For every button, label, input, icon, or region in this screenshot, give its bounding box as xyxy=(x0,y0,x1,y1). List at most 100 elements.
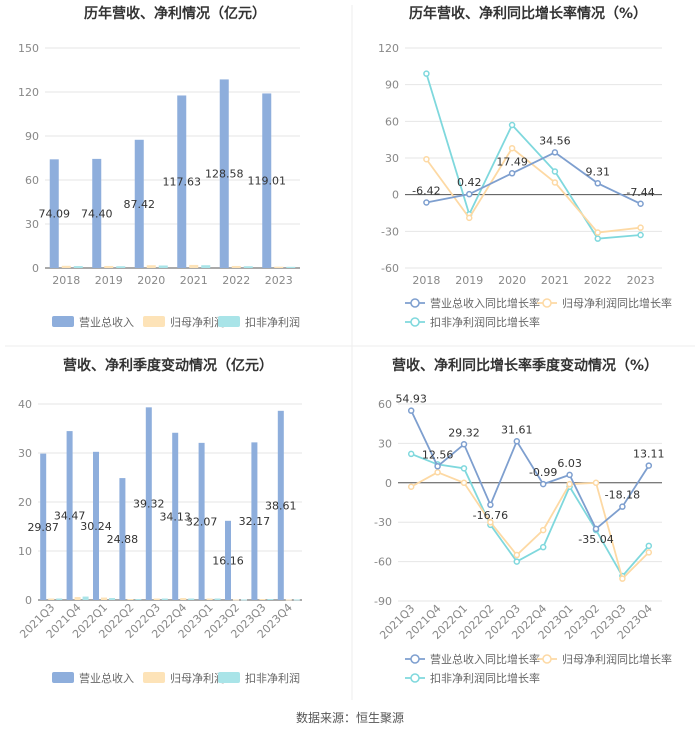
data-point xyxy=(460,479,468,487)
bar-value-label: 74.40 xyxy=(81,207,113,220)
y-tick-label: -30 xyxy=(381,225,399,238)
data-point xyxy=(637,231,644,239)
legend-label: 扣非净利润同比增长率 xyxy=(430,315,540,329)
data-point xyxy=(407,450,415,458)
bar-deducted-profit xyxy=(116,266,126,268)
bar-revenue xyxy=(93,451,99,600)
data-point xyxy=(594,229,601,236)
bar-revenue xyxy=(225,520,231,600)
chart-c1: 历年营收、净利情况（亿元） 150 120 90 60 30 0 2018 2019 2020 20… xyxy=(18,5,300,329)
line-value-label: -18.18 xyxy=(605,489,640,502)
bar-deducted-profit xyxy=(73,266,83,268)
data-point xyxy=(645,542,653,550)
x-tick-label: 2019 xyxy=(95,274,123,287)
x-tick-label: 2021 xyxy=(180,274,208,287)
bar-revenue xyxy=(251,442,258,600)
x-tick-label: 2021 xyxy=(541,274,569,287)
data-point xyxy=(551,149,559,156)
line-value-label: 17.49 xyxy=(496,155,528,168)
data-point xyxy=(539,543,547,551)
line-value-label: 54.93 xyxy=(395,393,427,406)
chart-title: 营收、净利同比增长率季度变动情况（%） xyxy=(392,357,658,374)
legend-swatch xyxy=(218,672,240,683)
data-point xyxy=(434,469,441,476)
line-value-label: -16.76 xyxy=(473,509,508,522)
series-line xyxy=(410,410,650,531)
series-line xyxy=(426,151,641,205)
data-point xyxy=(508,170,516,177)
legend-label: 归母净利润同比增长率 xyxy=(562,652,672,666)
line-value-label: -35.04 xyxy=(578,533,613,546)
x-tick-label: 2023 xyxy=(627,274,655,287)
bar-net-profit xyxy=(189,264,199,268)
data-point xyxy=(434,463,441,470)
bar-net-profit xyxy=(153,598,160,600)
bar-deducted-profit xyxy=(188,598,195,600)
data-point xyxy=(513,551,521,559)
data-point xyxy=(407,407,415,414)
bar-revenue xyxy=(40,453,47,600)
data-point xyxy=(592,525,600,533)
chart-c3: 营收、净利季度变动情况（亿元）4030201002021Q32021Q42022… xyxy=(17,357,302,685)
bar-deducted-profit xyxy=(201,265,211,268)
bar-net-profit xyxy=(231,265,241,268)
bar-revenue xyxy=(145,407,152,600)
line-value-label: 34.56 xyxy=(539,134,571,147)
data-point xyxy=(551,179,559,186)
data-point xyxy=(645,549,653,556)
bar-value-label: 34.13 xyxy=(159,510,191,523)
legend-label: 归母净利润同比增长率 xyxy=(562,296,672,310)
line-value-label: -6.42 xyxy=(412,185,440,198)
data-point xyxy=(637,200,644,208)
legend-marker xyxy=(410,298,420,308)
bar-value-label: 117.63 xyxy=(163,176,202,189)
bar-deducted-profit xyxy=(243,266,253,268)
series-line xyxy=(425,146,641,234)
bar-net-profit xyxy=(74,597,81,600)
bar-value-label: 32.17 xyxy=(239,515,271,528)
y-tick-label: 30 xyxy=(385,152,399,165)
y-tick-label: -60 xyxy=(374,556,392,569)
data-point xyxy=(566,480,573,488)
bar-deducted-profit xyxy=(214,598,221,600)
y-tick-label: 150 xyxy=(18,42,39,55)
bar-deducted-profit xyxy=(158,265,168,268)
legend-marker xyxy=(410,673,420,683)
line-value-label: 13.11 xyxy=(633,448,665,461)
data-point xyxy=(460,465,468,472)
data-point xyxy=(407,483,415,490)
bar-net-profit xyxy=(61,265,71,268)
data-point xyxy=(619,503,626,510)
bar-value-label: 87.42 xyxy=(124,198,156,211)
y-tick-label: 90 xyxy=(25,130,39,143)
legend-marker xyxy=(410,654,420,664)
legend-label: 营业总收入 xyxy=(79,671,134,685)
legend-marker xyxy=(410,317,420,327)
legend-swatch xyxy=(52,672,74,683)
bar-deducted-profit xyxy=(267,599,274,600)
bar-revenue xyxy=(177,95,187,268)
y-tick-label: -90 xyxy=(374,595,392,608)
data-point xyxy=(460,441,468,448)
y-tick-label: 30 xyxy=(18,447,32,460)
bar-value-label: 30.24 xyxy=(80,520,112,533)
y-tick-label: 0 xyxy=(25,594,32,607)
data-point xyxy=(594,180,601,187)
bar-value-label: 74.09 xyxy=(39,208,71,221)
series-line xyxy=(410,471,650,581)
chart-c4: 营收、净利同比增长率季度变动情况（%）60300-30-60-902021Q32… xyxy=(374,357,672,685)
bar-revenue xyxy=(134,139,144,268)
line-value-label: 31.61 xyxy=(501,423,533,436)
data-point xyxy=(513,438,521,445)
bar-net-profit xyxy=(101,597,107,600)
bar-value-label: 32.07 xyxy=(186,515,218,528)
y-tick-label: 90 xyxy=(385,79,399,92)
data-point xyxy=(487,501,494,509)
chart-title: 营收、净利季度变动情况（亿元） xyxy=(63,357,273,374)
legend-marker xyxy=(542,298,552,308)
x-tick-label: 2020 xyxy=(498,274,526,287)
legend-label: 营业总收入同比增长率 xyxy=(430,652,540,666)
series-line xyxy=(425,73,641,240)
bar-net-profit xyxy=(233,599,239,601)
